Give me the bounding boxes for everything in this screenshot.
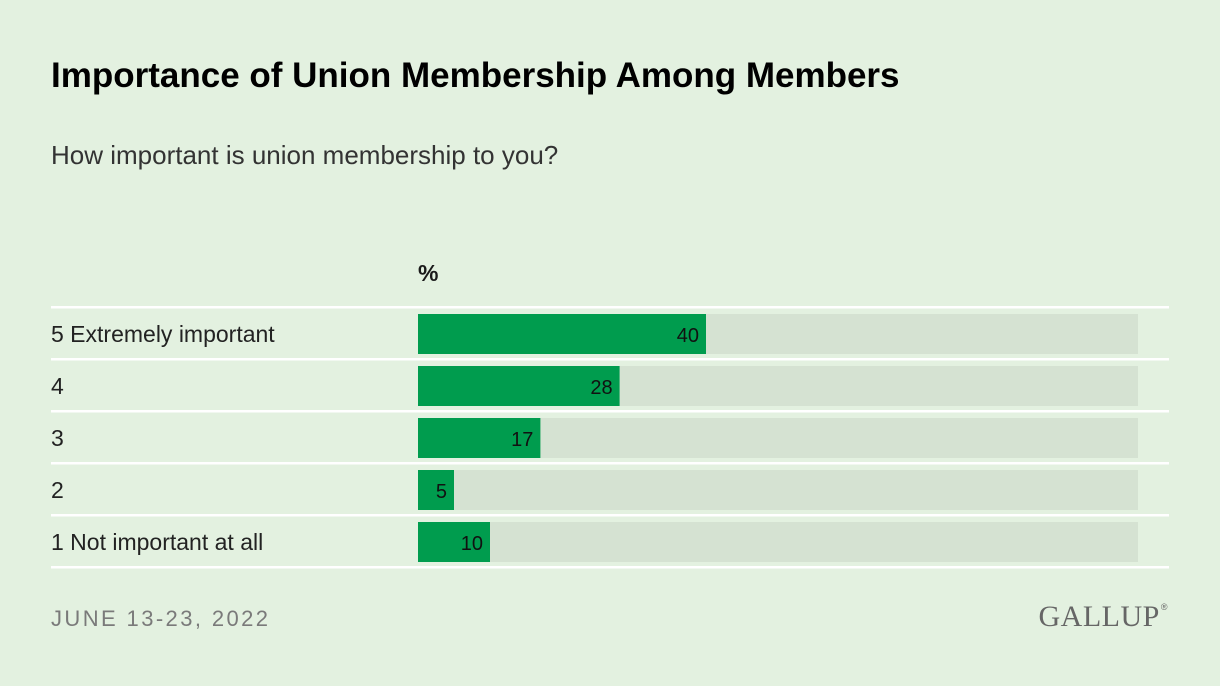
gallup-logo-text: GALLUP [1038, 600, 1160, 633]
value-label: 17 [511, 429, 533, 451]
row-divider [51, 462, 1169, 465]
value-label: 28 [590, 377, 612, 399]
registered-mark: ® [1160, 602, 1168, 612]
category-label: 1 Not important at all [51, 529, 263, 555]
bar [418, 470, 454, 510]
bar [418, 314, 706, 354]
value-label: 5 [436, 481, 447, 503]
value-label: 10 [461, 533, 483, 555]
bar-track [418, 522, 1138, 562]
bar [418, 366, 620, 406]
row-divider [51, 514, 1169, 517]
chart-title: Importance of Union Membership Among Mem… [51, 56, 900, 95]
unit-label: % [418, 260, 439, 286]
bar [418, 522, 490, 562]
category-label: 5 Extremely important [51, 321, 275, 347]
row-divider [51, 566, 1169, 569]
row-divider [51, 410, 1169, 413]
row-divider [51, 306, 1169, 309]
bar [418, 418, 541, 458]
survey-date: JUNE 13-23, 2022 [51, 606, 271, 631]
gallup-logo: GALLUP® [1039, 600, 1168, 634]
row-divider [51, 358, 1169, 361]
category-label: 2 [51, 477, 64, 503]
bar-track [418, 470, 1138, 510]
category-label: 3 [51, 425, 64, 451]
value-label: 40 [677, 325, 699, 347]
category-label: 4 [51, 373, 64, 399]
chart-subtitle: How important is union membership to you… [51, 140, 559, 170]
